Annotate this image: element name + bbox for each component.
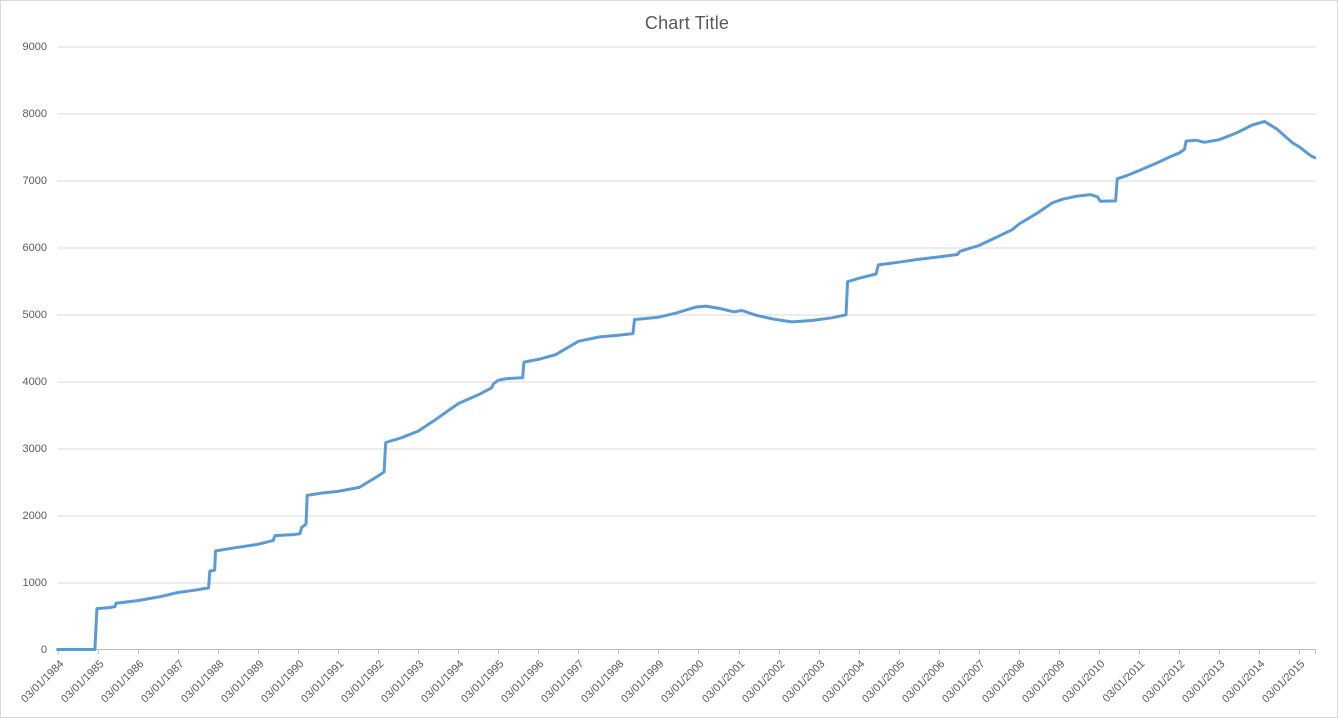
y-axis-label: 5000 — [22, 308, 47, 321]
y-axis-label: 7000 — [22, 174, 47, 187]
y-axis-label: 2000 — [22, 509, 47, 522]
y-axis-label: 6000 — [22, 241, 47, 254]
y-axis-label: 3000 — [22, 442, 47, 455]
chart-title: Chart Title — [644, 13, 730, 33]
y-axis-label: 0 — [40, 643, 47, 656]
y-axis-label: 1000 — [22, 576, 47, 589]
y-axis-label: 4000 — [22, 375, 47, 388]
data-series-line — [56, 120, 1317, 651]
y-axis-label: 9000 — [22, 40, 47, 53]
y-axis-label: 8000 — [22, 107, 47, 120]
